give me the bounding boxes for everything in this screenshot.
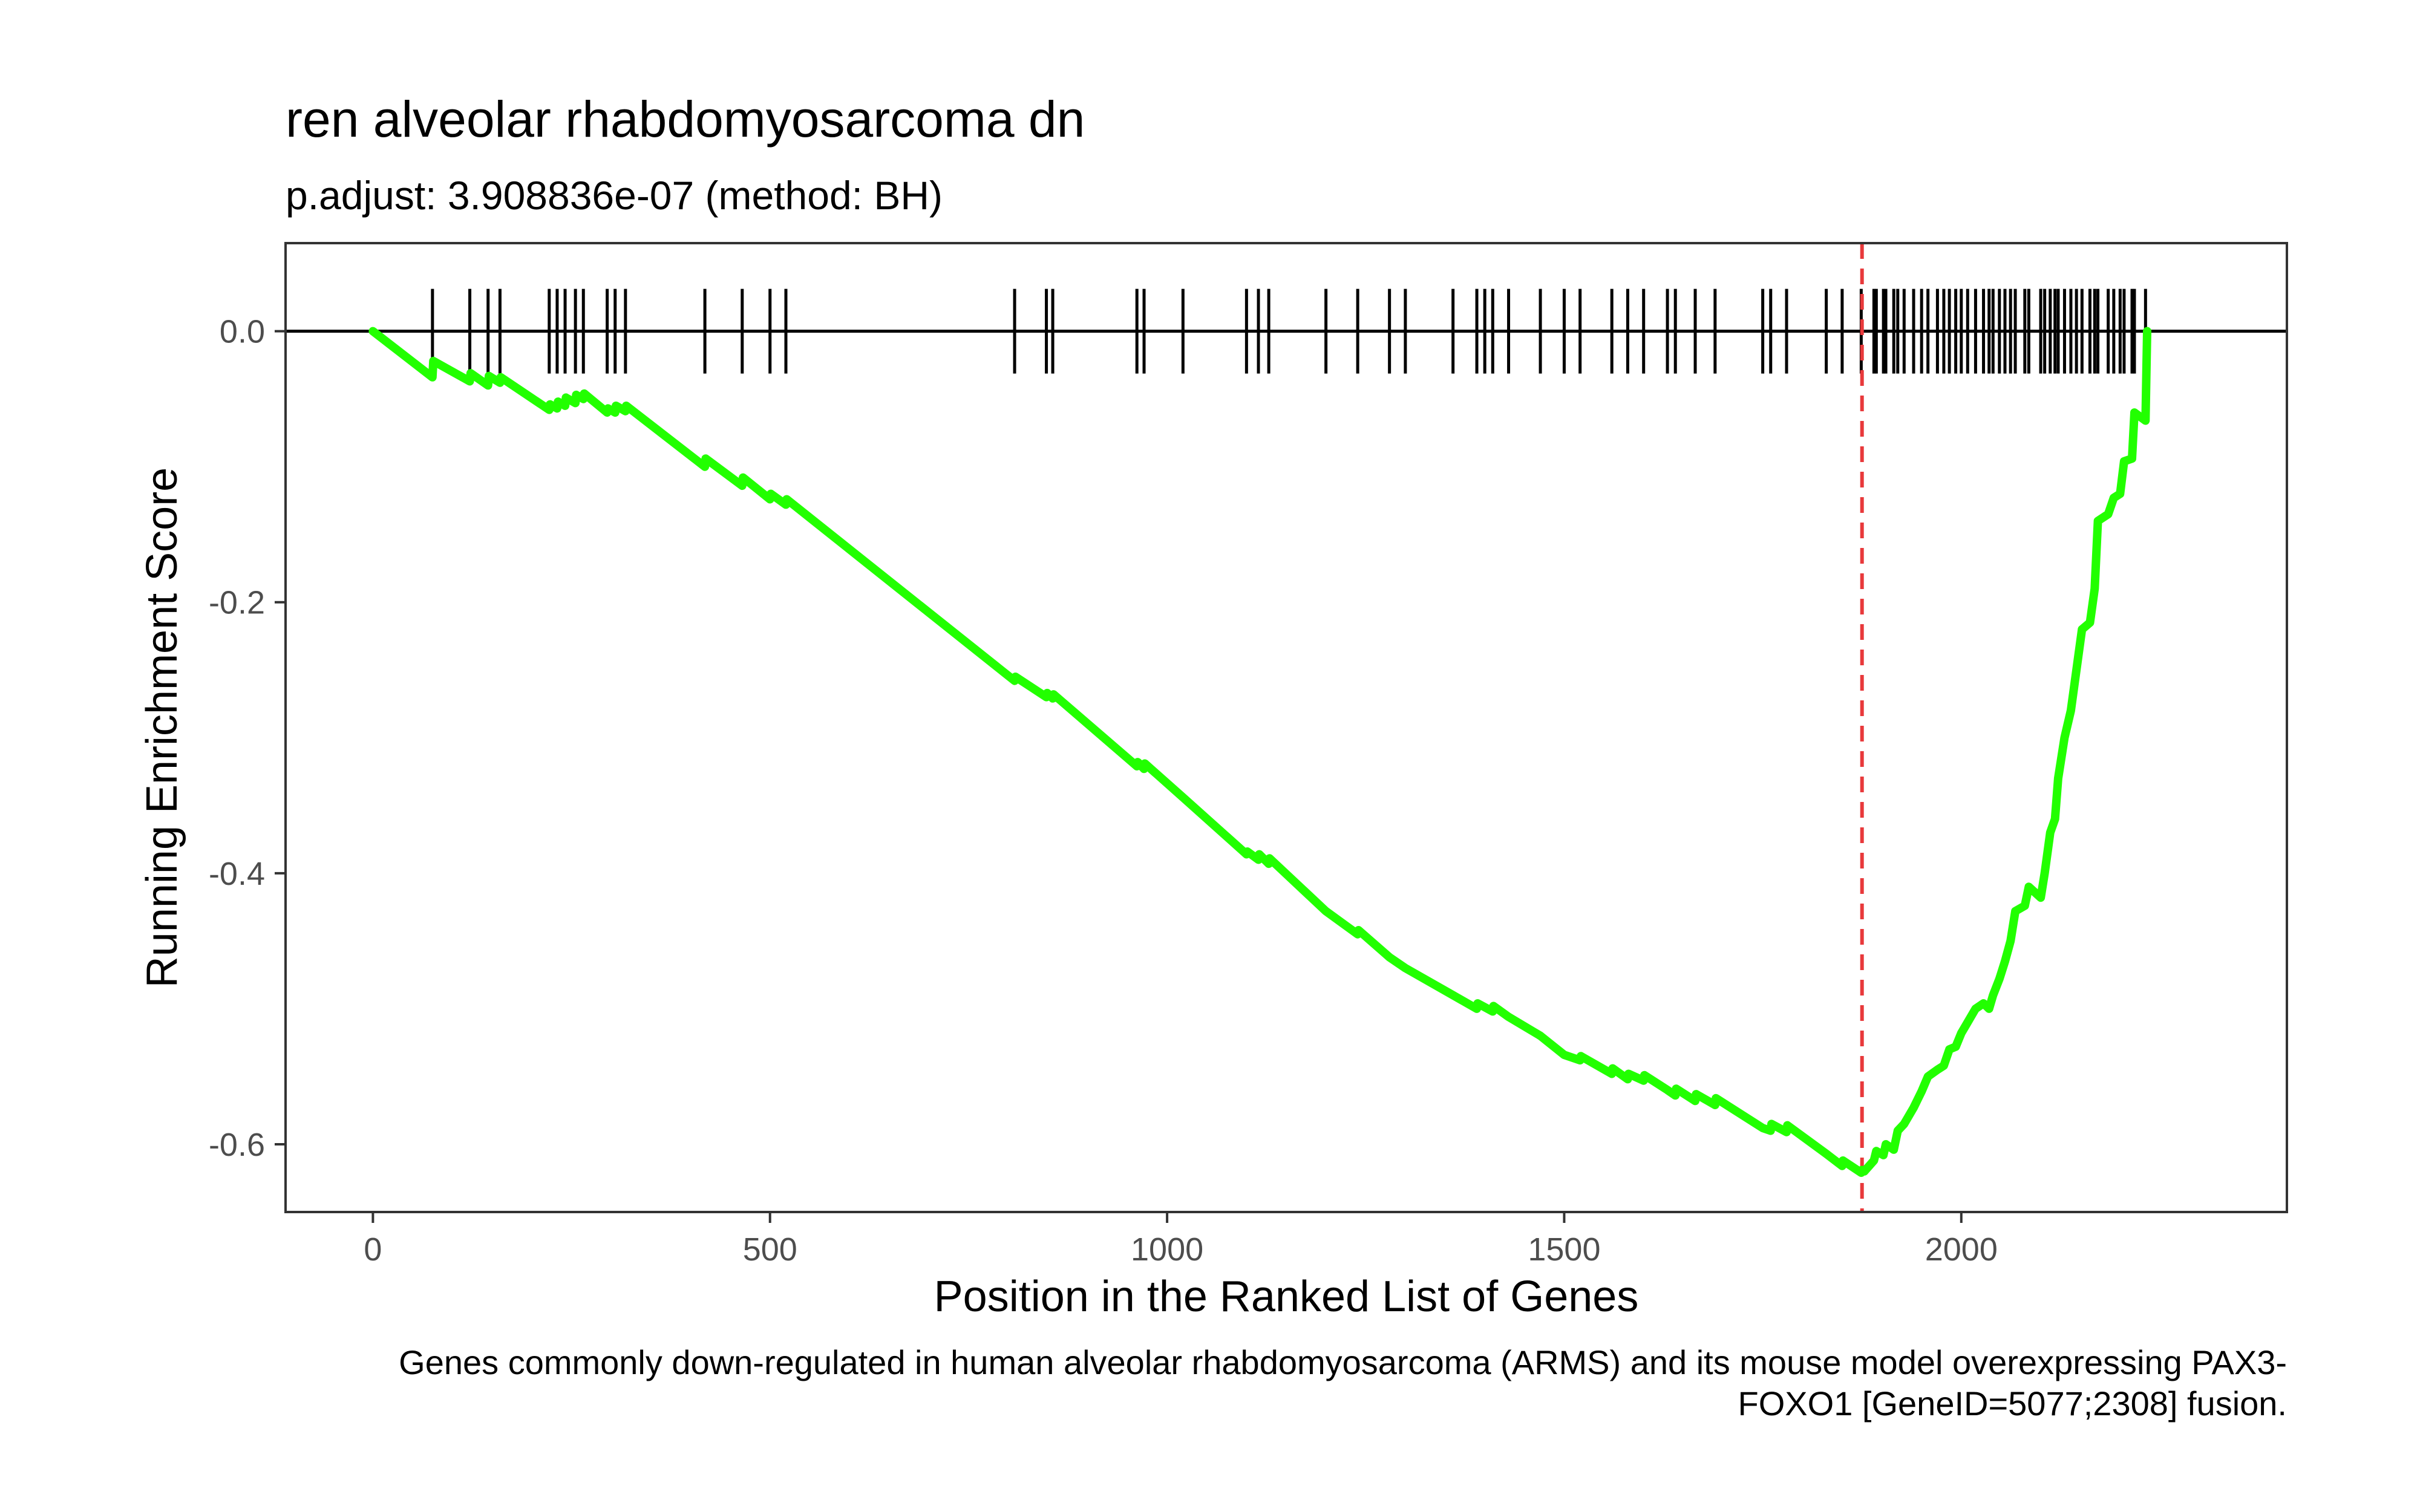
caption-line-1: Genes commonly down-regulated in human a… — [399, 1343, 2287, 1381]
plot-border — [284, 242, 2288, 1213]
x-tick-label: 1500 — [1528, 1231, 1600, 1268]
y-tick-label: -0.2 — [209, 585, 265, 621]
running-enrichment-line — [368, 327, 2151, 1177]
x-tick-label: 500 — [743, 1231, 797, 1268]
x-tick-label: 1000 — [1131, 1231, 1203, 1268]
x-tick-label: 0 — [364, 1231, 382, 1268]
x-axis-title: Position in the Ranked List of Genes — [934, 1272, 1639, 1321]
chart-subtitle: p.adjust: 3.908836e-07 (method: BH) — [286, 173, 943, 218]
y-tick-label: -0.4 — [209, 856, 265, 892]
plot-background — [286, 243, 2287, 1212]
chart-title: ren alveolar rhabdomyosarcoma dn — [286, 91, 1085, 148]
x-tick-label: 2000 — [1925, 1231, 1998, 1268]
y-axis-title: Running Enrichment Score — [138, 468, 186, 988]
y-tick-label: -0.6 — [209, 1127, 265, 1163]
x-axis-ticks: 0 500 1000 1500 2000 — [364, 1212, 1998, 1268]
y-tick-label: 0.0 — [220, 314, 265, 350]
caption-line-2: FOXO1 [GeneID=5077;2308] fusion. — [1738, 1384, 2287, 1422]
y-axis-ticks: 0.0 -0.2 -0.4 -0.6 — [209, 314, 286, 1163]
